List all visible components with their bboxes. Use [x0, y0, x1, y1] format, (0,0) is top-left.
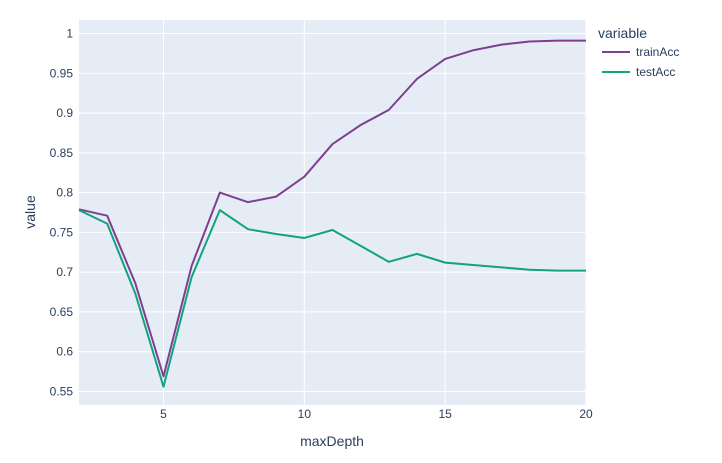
- x-axis-title: maxDepth: [300, 433, 364, 449]
- legend-title: variable: [598, 25, 647, 41]
- x-tick-labels: 5 10 15 20: [160, 407, 593, 421]
- series-lines: [78, 39, 586, 388]
- y-tick-labels: 0.55 0.6 0.65 0.7 0.75 0.8 0.85 0.9 0.95 1: [50, 27, 74, 399]
- legend-item-testAcc[interactable]: testAcc: [602, 65, 675, 79]
- y-tick-label: 0.75: [50, 225, 74, 239]
- x-gridlines: [163, 20, 587, 405]
- legend-item-trainAcc[interactable]: trainAcc: [602, 45, 679, 59]
- y-tick-label: 0.9: [56, 106, 73, 120]
- y-tick-label: 0.7: [56, 265, 73, 279]
- y-axis-title: value: [22, 195, 38, 229]
- x-tick-label: 10: [298, 407, 312, 421]
- x-tick-label: 5: [160, 407, 167, 421]
- y-tick-label: 1: [66, 27, 73, 41]
- y-tick-label: 0.85: [50, 146, 74, 160]
- y-tick-label: 0.65: [50, 305, 74, 319]
- series-line-testAcc: [78, 209, 586, 388]
- y-tick-label: 0.95: [50, 66, 74, 80]
- y-tick-label: 0.55: [50, 384, 74, 398]
- legend: variable trainAcc testAcc: [598, 25, 679, 79]
- series-line-trainAcc: [78, 39, 586, 378]
- y-tick-label: 0.6: [56, 345, 73, 359]
- legend-label-trainAcc: trainAcc: [636, 45, 679, 59]
- legend-label-testAcc: testAcc: [636, 65, 675, 79]
- x-tick-label: 15: [438, 407, 452, 421]
- x-tick-label: 20: [579, 407, 593, 421]
- y-tick-label: 0.8: [56, 186, 73, 200]
